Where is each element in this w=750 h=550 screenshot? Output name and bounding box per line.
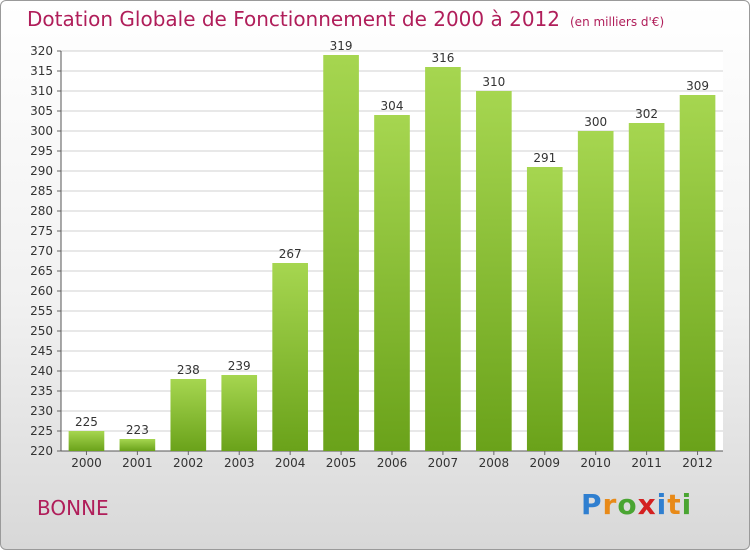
bar-value-label: 267 (279, 247, 302, 261)
y-tick-label: 260 (30, 284, 53, 298)
bar-value-label: 291 (533, 151, 556, 165)
y-tick-label: 250 (30, 324, 53, 338)
bar-value-label: 310 (482, 75, 505, 89)
x-tick-label: 2008 (479, 456, 510, 470)
logo-letter: i (681, 488, 693, 521)
y-tick-label: 290 (30, 164, 53, 178)
x-tick-label: 2004 (275, 456, 306, 470)
x-tick-label: 2006 (377, 456, 408, 470)
bar-value-label: 304 (381, 99, 404, 113)
x-tick-label: 2005 (326, 456, 357, 470)
bar-value-label: 316 (431, 51, 454, 65)
bar (272, 263, 308, 451)
y-tick-label: 230 (30, 404, 53, 418)
logo-letter: x (637, 488, 657, 521)
bar-value-label: 302 (635, 107, 658, 121)
y-tick-label: 310 (30, 84, 53, 98)
x-tick-label: 2000 (71, 456, 102, 470)
y-tick-label: 225 (30, 424, 53, 438)
bar (323, 55, 359, 451)
chart-title-text: Dotation Globale de Fonctionnement de 20… (27, 7, 560, 31)
bar (476, 91, 512, 451)
x-tick-label: 2012 (682, 456, 713, 470)
y-tick-label: 220 (30, 444, 53, 458)
x-tick-label: 2010 (580, 456, 611, 470)
bar (374, 115, 410, 451)
bar-value-label: 225 (75, 415, 98, 429)
y-tick-label: 265 (30, 264, 53, 278)
y-tick-label: 295 (30, 144, 53, 158)
logo-letter: t (667, 488, 682, 521)
logo-letter: r (602, 488, 618, 521)
bar (68, 431, 105, 451)
chart-title: Dotation Globale de Fonctionnement de 20… (27, 7, 664, 31)
bar-value-label: 300 (584, 115, 607, 129)
logo-letter: o (617, 488, 638, 521)
bar (119, 439, 156, 451)
y-tick-label: 280 (30, 204, 53, 218)
y-tick-label: 275 (30, 224, 53, 238)
logo-letter: i (656, 488, 668, 521)
logo-letter: P (581, 488, 603, 521)
y-tick-label: 305 (30, 104, 53, 118)
commune-name: BONNE (37, 496, 109, 520)
y-tick-label: 285 (30, 184, 53, 198)
x-tick-label: 2002 (173, 456, 204, 470)
y-tick-label: 240 (30, 364, 53, 378)
bar (425, 67, 461, 451)
y-tick-label: 300 (30, 124, 53, 138)
bar-value-label: 239 (228, 359, 251, 373)
x-tick-label: 2003 (224, 456, 255, 470)
chart-title-unit: (en milliers d'€) (570, 15, 665, 29)
y-tick-label: 235 (30, 384, 53, 398)
x-tick-label: 2009 (529, 456, 560, 470)
bar-value-label: 319 (330, 39, 353, 53)
x-tick-label: 2001 (122, 456, 153, 470)
bar (679, 95, 716, 451)
bar-value-label: 309 (686, 79, 709, 93)
bar (628, 123, 665, 451)
x-tick-label: 2007 (428, 456, 459, 470)
bar (170, 379, 207, 451)
y-tick-label: 320 (30, 44, 53, 58)
y-tick-label: 315 (30, 64, 53, 78)
y-tick-label: 255 (30, 304, 53, 318)
bar (526, 167, 563, 451)
bar (221, 375, 258, 451)
bar-value-label: 223 (126, 423, 149, 437)
y-tick-label: 270 (30, 244, 53, 258)
proxiti-logo: Proxiti (581, 488, 692, 521)
x-tick-label: 2011 (631, 456, 662, 470)
bar-value-label: 238 (177, 363, 200, 377)
y-tick-label: 245 (30, 344, 53, 358)
bar (577, 131, 614, 451)
